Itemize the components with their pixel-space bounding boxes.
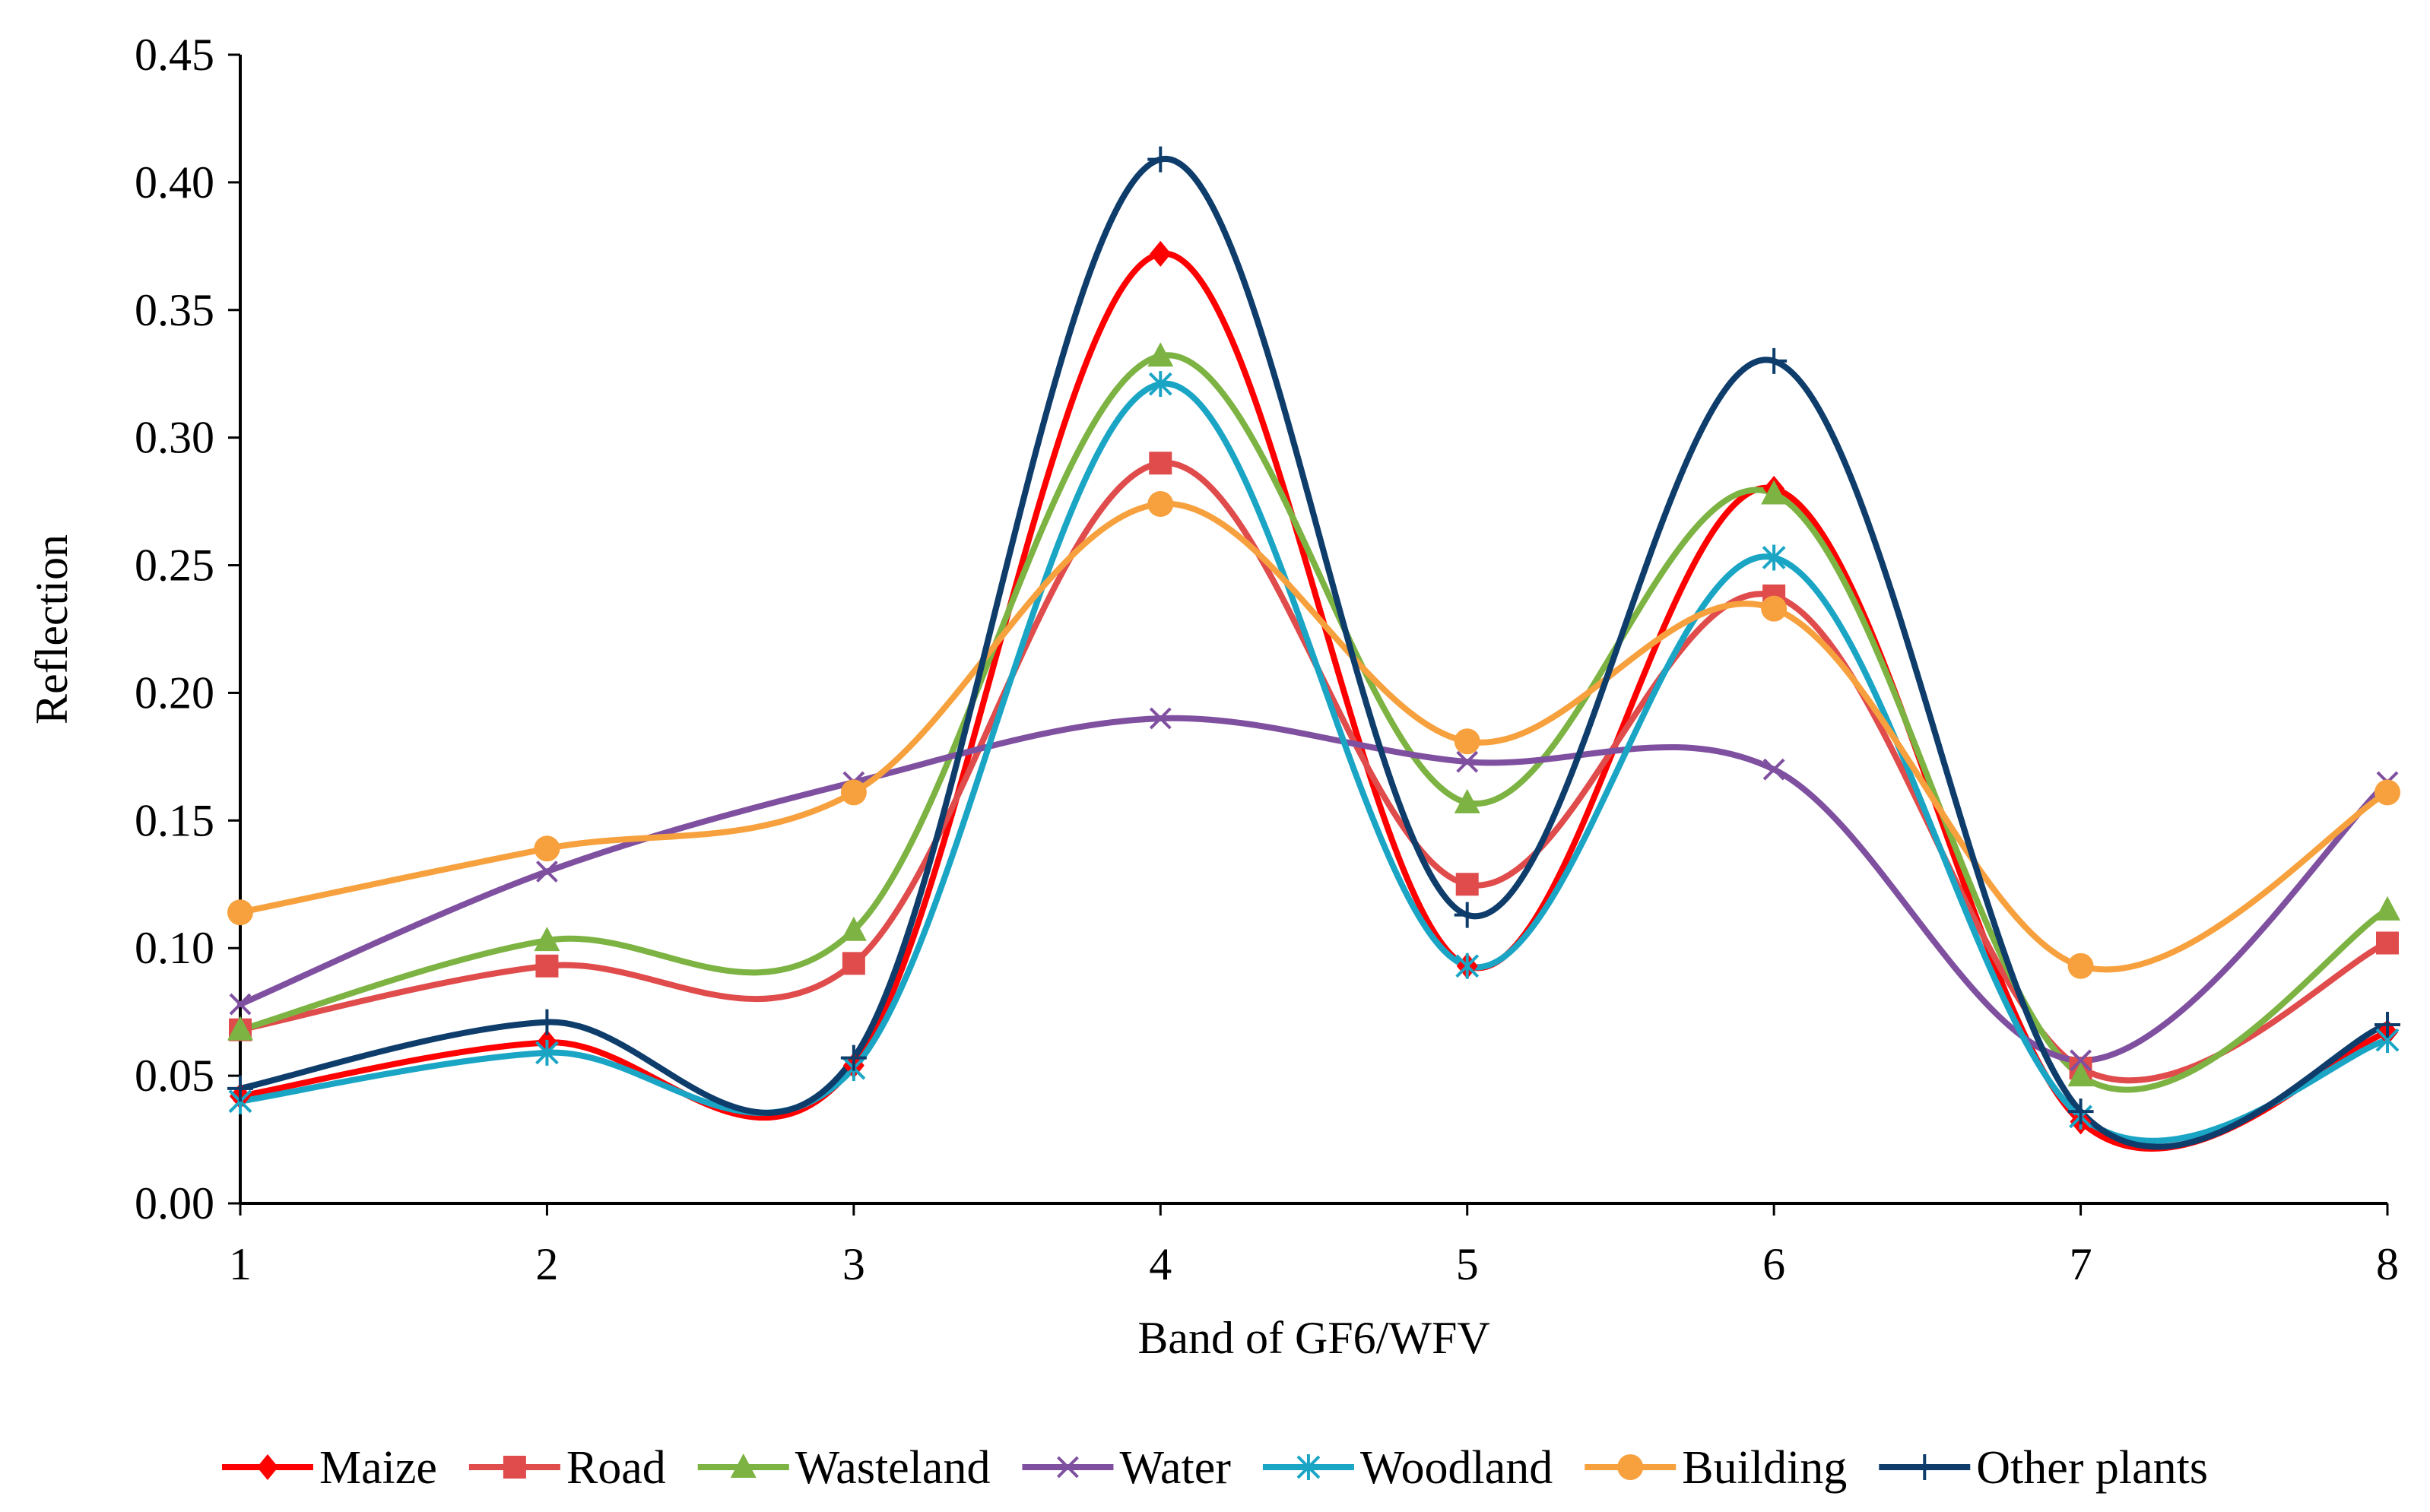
x-tick-label: 8 xyxy=(2376,1239,2399,1289)
data-point-other-plants xyxy=(840,1044,867,1071)
data-point-woodland xyxy=(1455,953,1480,979)
legend-label-water: Water xyxy=(1119,1442,1231,1494)
data-point-water xyxy=(2070,1049,2092,1072)
data-point-water xyxy=(1456,750,1479,773)
legend-label-other-plants: Other plants xyxy=(1976,1442,2208,1494)
legend-marker-water xyxy=(1057,1456,1079,1479)
legend-item-maize: Maize xyxy=(221,1442,437,1494)
data-point-water xyxy=(536,861,558,883)
data-point-other-plants xyxy=(1454,902,1480,928)
series-markers xyxy=(227,146,2400,1135)
series-line-water xyxy=(237,715,2390,1063)
data-point-building xyxy=(840,779,867,806)
legend-marker-other-plants xyxy=(1911,1454,1938,1480)
legend-marker-wasteland xyxy=(730,1453,757,1478)
data-point-building xyxy=(1761,595,1788,622)
data-point-woodland xyxy=(535,1039,559,1066)
data-point-other-plants xyxy=(2374,1011,2400,1038)
data-point-water xyxy=(1149,707,1172,730)
legend-marker-road xyxy=(503,1456,526,1479)
y-axis-title: Reflection xyxy=(27,534,77,724)
data-point-building xyxy=(227,899,253,926)
x-axis-title: Band of GF6/WFV xyxy=(1137,1313,1489,1363)
data-point-water xyxy=(1762,758,1785,781)
legend-marker-maize xyxy=(256,1454,278,1480)
legend-marker-building xyxy=(1617,1454,1644,1480)
data-point-wasteland xyxy=(840,916,867,941)
data-point-building xyxy=(1454,728,1480,755)
y-tick-label: 0.05 xyxy=(135,1051,214,1101)
data-point-wasteland xyxy=(227,1016,253,1041)
data-point-other-plants xyxy=(2067,1098,2094,1125)
x-tick-label: 5 xyxy=(1456,1239,1479,1289)
data-point-woodland xyxy=(1148,371,1172,398)
y-tick-label: 0.40 xyxy=(135,157,214,208)
data-point-road xyxy=(535,954,559,978)
data-point-other-plants xyxy=(534,1009,560,1035)
legend-label-woodland: Woodland xyxy=(1360,1442,1553,1494)
data-point-wasteland xyxy=(1147,342,1174,367)
series-line-woodland xyxy=(237,381,2390,1144)
y-tick-label: 0.25 xyxy=(135,540,214,591)
data-point-wasteland xyxy=(1761,480,1788,505)
x-tick-label: 1 xyxy=(229,1239,252,1289)
data-point-other-plants xyxy=(1761,347,1788,374)
x-tick-label: 3 xyxy=(842,1239,865,1289)
legend-item-other-plants: Other plants xyxy=(1879,1442,2208,1494)
data-point-building xyxy=(2374,779,2400,806)
data-point-maize xyxy=(1150,240,1172,267)
data-point-wasteland xyxy=(2374,895,2400,921)
y-tick-label: 0.10 xyxy=(135,923,214,973)
y-tick-label: 0.45 xyxy=(135,30,214,80)
data-point-wasteland xyxy=(1454,788,1480,813)
series-line-maize xyxy=(237,250,2390,1152)
legend-item-road: Road xyxy=(468,1442,666,1494)
y-tick-label: 0.30 xyxy=(135,413,214,463)
data-point-building xyxy=(1147,490,1174,517)
series-line-road xyxy=(237,460,2390,1084)
series-line-wasteland xyxy=(237,352,2390,1093)
x-tick-label: 2 xyxy=(535,1239,558,1289)
y-tick-label: 0.20 xyxy=(135,667,214,718)
y-tick-label: 0.15 xyxy=(135,795,214,845)
data-point-road xyxy=(1455,873,1479,896)
legend-label-road: Road xyxy=(566,1442,666,1494)
legend-item-building: Building xyxy=(1585,1442,1847,1494)
y-tick-label: 0.35 xyxy=(135,285,214,335)
series-line-other-plants xyxy=(237,156,2390,1150)
x-ticks: 1 2 3 4 5 6 7 8 xyxy=(229,1203,2399,1289)
data-point-wasteland xyxy=(534,927,560,952)
data-point-building xyxy=(2067,953,2094,979)
legend-label-building: Building xyxy=(1682,1442,1847,1494)
data-point-road xyxy=(2376,931,2399,955)
series-lines xyxy=(237,156,2390,1152)
legend-marker-woodland xyxy=(1296,1454,1321,1480)
x-tick-label: 7 xyxy=(2070,1239,2092,1289)
data-point-road xyxy=(842,952,865,975)
data-point-wasteland xyxy=(2067,1062,2094,1087)
x-tick-label: 6 xyxy=(1762,1239,1785,1289)
axes xyxy=(239,55,2387,1205)
data-point-woodland xyxy=(1762,544,1786,571)
legend-label-maize: Maize xyxy=(319,1442,437,1494)
legend-item-water: Water xyxy=(1022,1442,1231,1494)
data-point-water xyxy=(229,993,252,1016)
y-tick-label: 0.00 xyxy=(135,1178,214,1228)
data-point-other-plants xyxy=(1147,146,1174,173)
y-ticks: 0.00 0.05 0.10 0.15 0.20 0.25 0.30 0.35 0.40 0.45 xyxy=(135,30,240,1228)
x-tick-label: 4 xyxy=(1149,1239,1172,1289)
data-point-road xyxy=(1149,452,1172,475)
data-point-building xyxy=(534,835,560,862)
data-point-other-plants xyxy=(227,1075,253,1102)
legend-item-woodland: Woodland xyxy=(1262,1442,1553,1494)
legend-label-wasteland: Wasteland xyxy=(795,1442,991,1494)
legend: Maize Road Wasteland Water Woodland Building O… xyxy=(221,1442,2208,1494)
legend-item-wasteland: Wasteland xyxy=(697,1442,991,1494)
